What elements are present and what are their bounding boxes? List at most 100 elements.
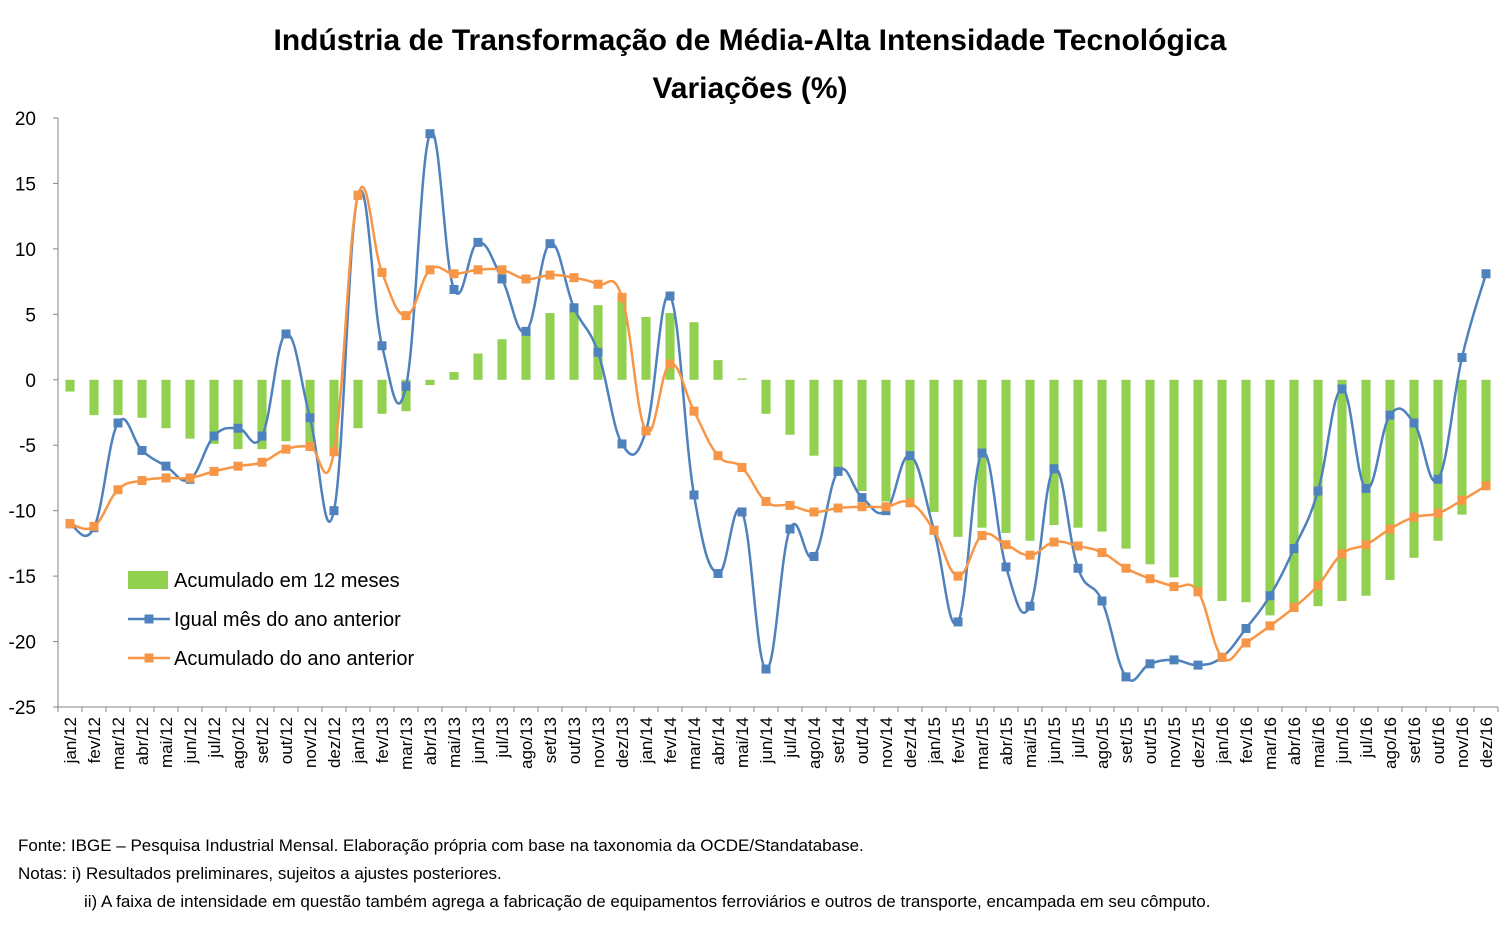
- data-point: [473, 237, 483, 247]
- bar: [593, 305, 603, 380]
- bar: [737, 378, 747, 380]
- bar: [881, 379, 891, 502]
- bar: [425, 379, 435, 386]
- bar: [449, 371, 459, 380]
- bar: [1481, 379, 1491, 488]
- bar: [689, 322, 699, 380]
- data-point: [1457, 495, 1467, 505]
- footer-source: Fonte: IBGE – Pesquisa Industrial Mensal…: [18, 836, 864, 855]
- y-tick-label: 5: [25, 305, 36, 326]
- x-tick-label: fev/12: [85, 717, 104, 763]
- line-series: [65, 129, 1491, 682]
- data-point: [1361, 483, 1371, 493]
- data-point: [401, 381, 411, 391]
- x-tick-label: fev/15: [949, 717, 968, 763]
- y-tick-label: -25: [9, 698, 36, 719]
- bar: [1385, 379, 1395, 581]
- data-point: [257, 457, 267, 467]
- x-tick-label: abr/16: [1285, 717, 1304, 765]
- legend-label: Igual mês do ano anterior: [174, 609, 401, 631]
- data-point: [233, 461, 243, 471]
- data-point: [89, 521, 99, 531]
- data-point: [1433, 474, 1443, 484]
- data-point: [65, 519, 75, 529]
- data-point: [1241, 638, 1251, 648]
- x-tick-label: set/16: [1405, 717, 1424, 763]
- data-point: [1145, 574, 1155, 584]
- data-point: [1121, 672, 1131, 682]
- chart-subtitle: Variações (%): [652, 72, 847, 105]
- data-point: [1385, 410, 1395, 420]
- axes: 20 15 10 5 0 -5 -10 -15 -20 -25 jan/12 fev/12 mar/12…: [9, 109, 1499, 770]
- x-tick-label: mai/12: [157, 717, 176, 768]
- data-point: [1361, 540, 1371, 550]
- data-point: [977, 448, 987, 458]
- footer-note-2: ii) A faixa de intensidade em questão ta…: [84, 892, 1211, 911]
- x-tick-label: jan/12: [61, 717, 80, 764]
- data-point: [137, 445, 147, 455]
- data-point: [521, 274, 531, 284]
- legend-label: Acumulado do ano anterior: [174, 648, 414, 670]
- bar: [353, 379, 363, 429]
- bar: [257, 379, 267, 450]
- bar: [665, 313, 675, 380]
- data-point: [569, 303, 579, 313]
- data-point: [545, 239, 555, 249]
- data-point: [1121, 563, 1131, 573]
- data-point: [425, 129, 435, 139]
- x-tick-label: set/15: [1117, 717, 1136, 763]
- bar: [377, 379, 387, 414]
- data-point: [1049, 537, 1059, 547]
- bar: [1265, 379, 1275, 616]
- data-point: [593, 347, 603, 357]
- data-point: [1265, 591, 1275, 601]
- data-point: [617, 292, 627, 302]
- x-tick-label: abr/15: [997, 717, 1016, 765]
- data-point: [137, 476, 147, 486]
- bar: [1025, 379, 1035, 541]
- x-tick-label: mai/15: [1021, 717, 1040, 768]
- x-tick-label: out/15: [1141, 717, 1160, 764]
- data-point: [425, 265, 435, 275]
- y-tick-label: 0: [25, 371, 36, 392]
- bar: [161, 379, 171, 429]
- data-point: [785, 500, 795, 510]
- legend: Acumulado em 12 meses Igual mês do ano an…: [128, 570, 414, 670]
- bar: [1169, 379, 1179, 578]
- x-tick-label: dez/15: [1189, 717, 1208, 768]
- data-point: [473, 265, 483, 275]
- x-tick-label: abr/13: [421, 717, 440, 765]
- x-tick-label: nov/15: [1165, 717, 1184, 768]
- data-point: [881, 502, 891, 512]
- data-point: [377, 341, 387, 351]
- data-point: [113, 418, 123, 428]
- x-tick-label: mar/13: [397, 717, 416, 770]
- bar: [785, 379, 795, 435]
- bar: [857, 379, 867, 492]
- bar: [1241, 379, 1251, 603]
- x-tick-label: jul/16: [1357, 717, 1376, 759]
- x-tick-label: ago/14: [805, 717, 824, 769]
- data-point: [329, 506, 339, 516]
- bar: [89, 379, 99, 416]
- data-point: [737, 507, 747, 517]
- bar: [65, 379, 75, 392]
- bar: [1193, 379, 1203, 594]
- data-point: [641, 426, 651, 436]
- data-point: [593, 279, 603, 289]
- data-point: [1289, 544, 1299, 554]
- data-point: [1337, 384, 1347, 394]
- data-point: [449, 269, 459, 279]
- data-point: [209, 431, 219, 441]
- x-tick-label: set/12: [253, 717, 272, 763]
- data-point: [1025, 550, 1035, 560]
- x-tick-label: fev/14: [661, 717, 680, 763]
- data-point: [1073, 563, 1083, 573]
- data-point: [953, 617, 963, 627]
- bar: [1457, 379, 1467, 515]
- data-point: [305, 413, 315, 423]
- x-tick-label: jul/13: [493, 717, 512, 759]
- y-tick-label: -5: [19, 436, 36, 457]
- bar: [809, 379, 819, 456]
- bar: [1409, 379, 1419, 558]
